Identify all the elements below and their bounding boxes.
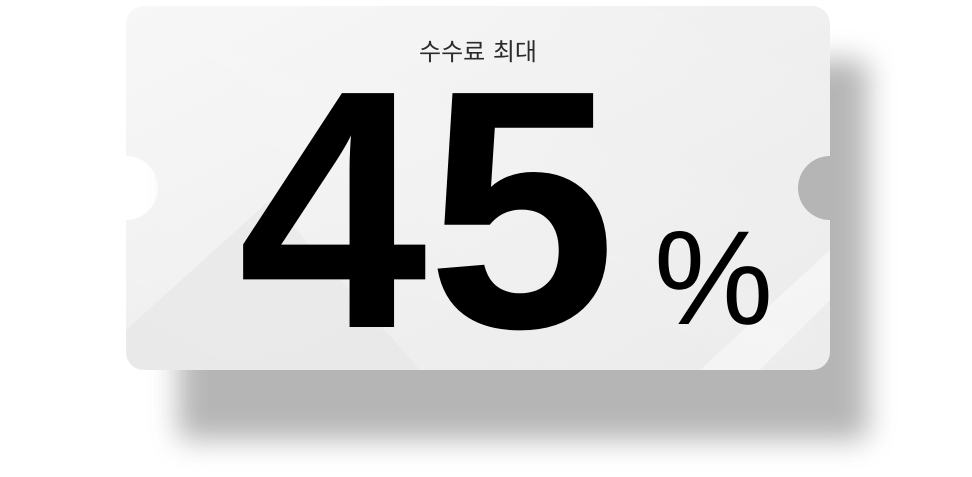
discount-value: 45 [238, 20, 617, 400]
ticket-sheen [126, 6, 830, 370]
coupon-label: 수수료 최대 [418, 38, 538, 66]
percent-sign: % [654, 204, 774, 353]
